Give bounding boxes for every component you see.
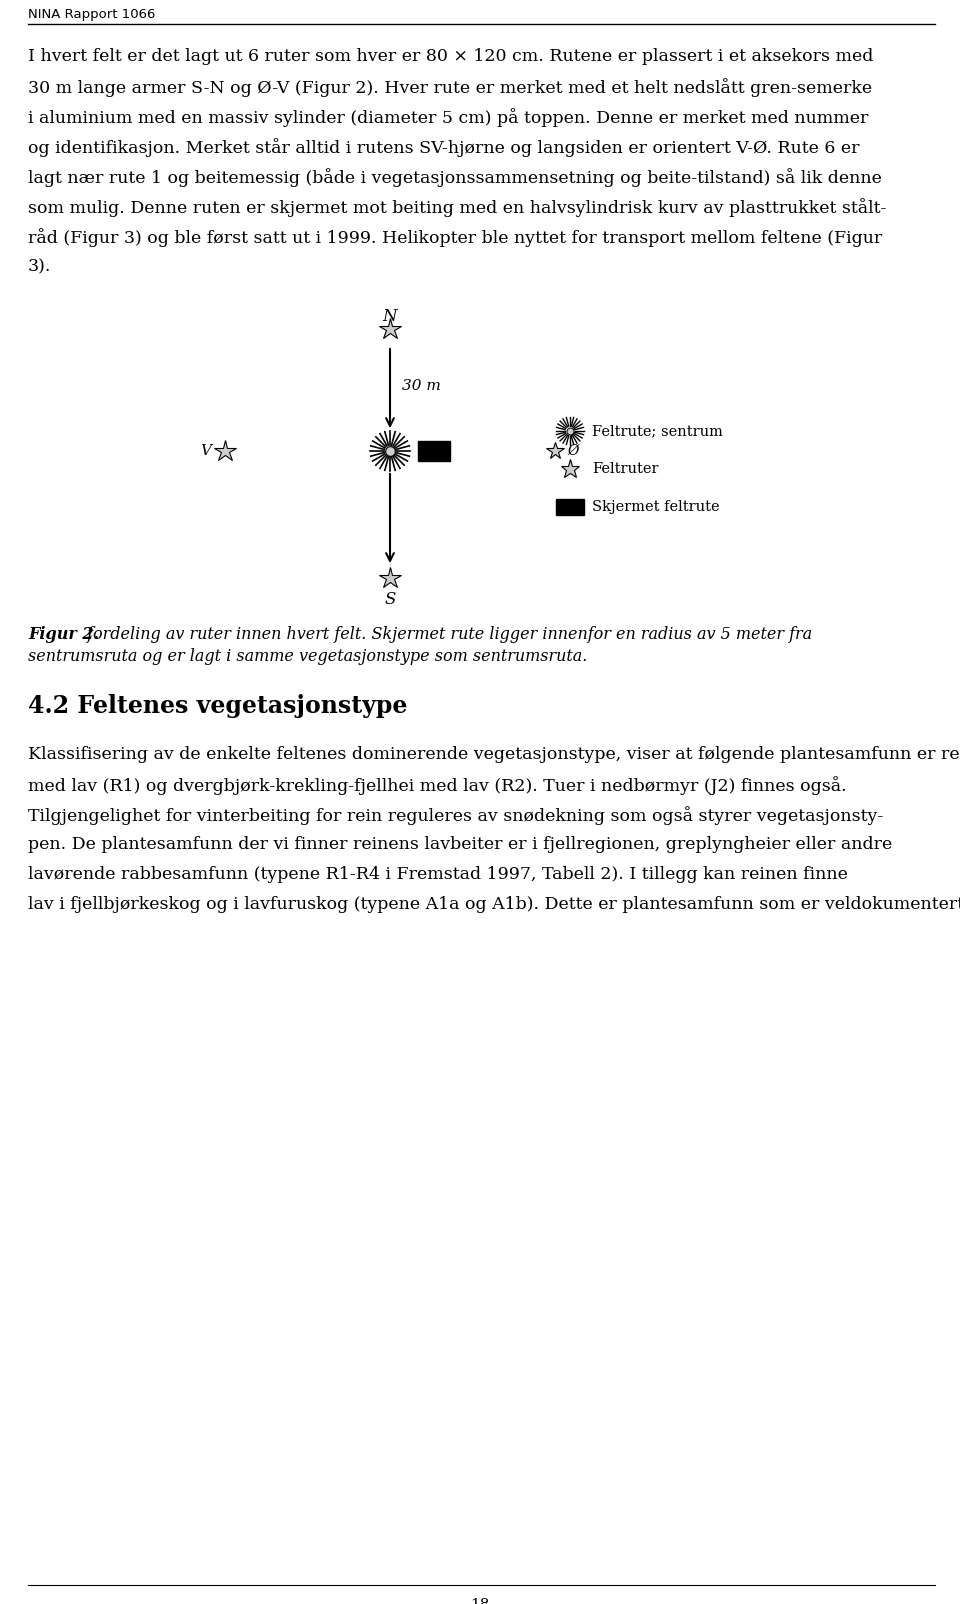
Text: Tilgjengelighet for vinterbeiting for rein reguleres av snødekning som også styr: Tilgjengelighet for vinterbeiting for re… bbox=[28, 805, 883, 824]
Text: Klassifisering av de enkelte feltenes dominerende vegetasjonstype, viser at følg: Klassifisering av de enkelte feltenes do… bbox=[28, 746, 960, 764]
Text: Feltruter: Feltruter bbox=[592, 462, 659, 476]
Text: Feltrute; sentrum: Feltrute; sentrum bbox=[592, 423, 723, 438]
Text: fordeling av ruter innen hvert felt. Skjermet rute ligger innenfor en radius av : fordeling av ruter innen hvert felt. Skj… bbox=[82, 626, 812, 643]
Bar bbox=[418, 441, 450, 460]
Text: sentrumsruta og er lagt i samme vegetasjonstype som sentrumsruta.: sentrumsruta og er lagt i samme vegetasj… bbox=[28, 648, 588, 666]
Text: I hvert felt er det lagt ut 6 ruter som hver er 80 × 120 cm. Rutene er plassert : I hvert felt er det lagt ut 6 ruter som … bbox=[28, 48, 874, 66]
Text: 30 m lange armer S-N og Ø-V (Figur 2). Hver rute er merket med et helt nedslått : 30 m lange armer S-N og Ø-V (Figur 2). H… bbox=[28, 79, 872, 96]
Text: i aluminium med en massiv sylinder (diameter 5 cm) på toppen. Denne er merket me: i aluminium med en massiv sylinder (diam… bbox=[28, 107, 869, 127]
Text: og identifikasjon. Merket står alltid i rutens SV-hjørne og langsiden er oriente: og identifikasjon. Merket står alltid i … bbox=[28, 138, 859, 157]
Text: NINA Rapport 1066: NINA Rapport 1066 bbox=[28, 8, 156, 21]
Text: S: S bbox=[384, 590, 396, 608]
Text: Figur 2.: Figur 2. bbox=[28, 626, 99, 643]
Text: som mulig. Denne ruten er skjermet mot beiting med en halvsylindrisk kurv av pla: som mulig. Denne ruten er skjermet mot b… bbox=[28, 197, 886, 217]
Text: råd (Figur 3) og ble først satt ut i 1999. Helikopter ble nyttet for transport m: råd (Figur 3) og ble først satt ut i 199… bbox=[28, 228, 882, 247]
Text: 3).: 3). bbox=[28, 258, 52, 274]
Text: 4.2 Feltenes vegetasjonstype: 4.2 Feltenes vegetasjonstype bbox=[28, 695, 407, 719]
Text: Ø: Ø bbox=[567, 444, 578, 459]
Text: V: V bbox=[200, 444, 211, 459]
Text: lagt nær rute 1 og beitemessig (både i vegetasjonssammensetning og beite-tilstan: lagt nær rute 1 og beitemessig (både i v… bbox=[28, 168, 882, 188]
Text: 18: 18 bbox=[470, 1598, 490, 1604]
Text: Skjermet feltrute: Skjermet feltrute bbox=[592, 500, 720, 513]
Text: N: N bbox=[383, 308, 397, 326]
Text: med lav (R1) og dvergbjørk-krekling-fjellhei med lav (R2). Tuer i nedbørmyr (J2): med lav (R1) og dvergbjørk-krekling-fjel… bbox=[28, 776, 847, 796]
Bar bbox=[556, 499, 584, 515]
Text: pen. De plantesamfunn der vi finner reinens lavbeiter er i fjellregionen, greply: pen. De plantesamfunn der vi finner rein… bbox=[28, 836, 892, 853]
Text: 30 m: 30 m bbox=[402, 379, 441, 393]
Text: lavørende rabbesamfunn (typene R1-R4 i Fremstad 1997, Tabell 2). I tillegg kan r: lavørende rabbesamfunn (typene R1-R4 i F… bbox=[28, 866, 848, 882]
Text: lav i fjellbjørkeskog og i lavfuruskog (typene A1a og A1b). Dette er plantesamfu: lav i fjellbjørkeskog og i lavfuruskog (… bbox=[28, 897, 960, 913]
